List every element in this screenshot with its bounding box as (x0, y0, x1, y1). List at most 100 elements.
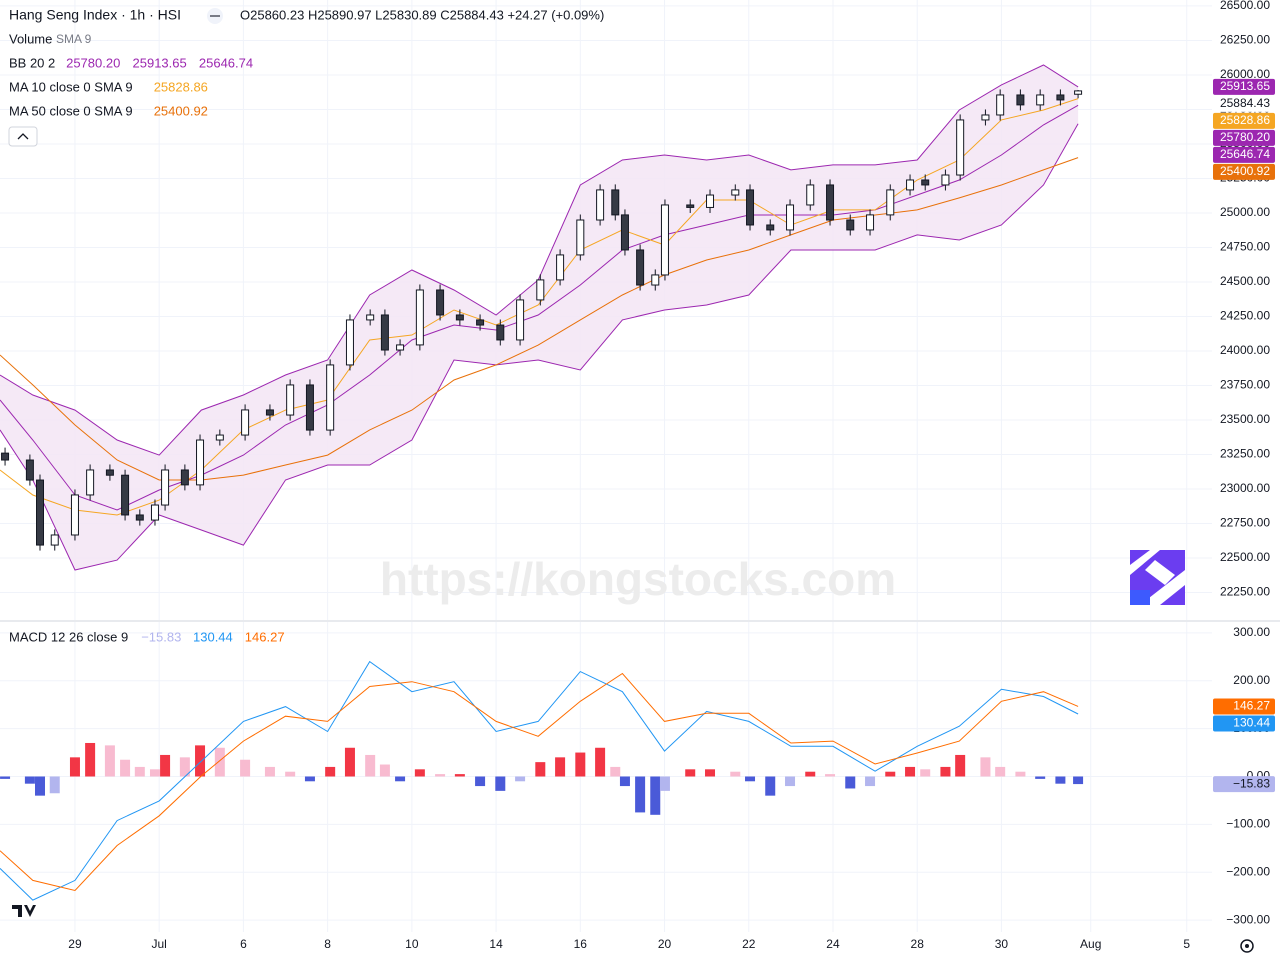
price-tag-bg (1213, 146, 1275, 163)
candle-body (611, 189, 620, 216)
histogram-bar (595, 747, 606, 777)
candle-body (436, 289, 445, 316)
candle-body (706, 194, 715, 208)
candle-body (941, 174, 950, 186)
candle-body (866, 214, 875, 231)
histogram-bar (1035, 776, 1046, 779)
macd-line (0, 660, 1079, 901)
candle-body (180, 469, 189, 486)
price-tag-bg (1213, 78, 1275, 95)
tv-logo[interactable] (10, 903, 38, 919)
visibility-toggle[interactable] (207, 8, 223, 24)
histogram-bar (955, 754, 966, 777)
candle-body (1016, 94, 1025, 106)
price-tag-label: 25646.74 (1220, 147, 1270, 161)
candle-body (651, 274, 660, 286)
legend: Hang Seng Index · 1h · HSI O25860.23 H25… (9, 7, 604, 645)
indicator-line (0, 123, 1079, 571)
candle-body (786, 204, 795, 231)
histogram-bar (650, 776, 661, 815)
collapse-button[interactable] (8, 126, 38, 147)
price-tag: 25646.74 (1213, 146, 1275, 163)
histogram-bar (785, 776, 796, 787)
candle-body (265, 409, 274, 416)
candle-body (150, 504, 159, 521)
price-tag-label: 25828.86 (1220, 113, 1270, 127)
price-tag-label: 25780.20 (1220, 130, 1270, 144)
candle-body (121, 474, 130, 516)
candle-body (1036, 94, 1045, 106)
candle-body (241, 409, 250, 436)
indicator-value: 25400.92 (154, 103, 208, 118)
histogram-bar (495, 776, 506, 791)
histogram-bar (344, 747, 355, 777)
histogram-bar (414, 769, 425, 777)
settings-button[interactable] (1240, 939, 1254, 953)
histogram-bar (1073, 776, 1084, 785)
histogram-bar (865, 776, 876, 787)
y-tick-label: 24500.00 (1220, 274, 1270, 288)
histogram-bar (920, 769, 931, 777)
histogram-bar (515, 776, 526, 782)
y-tick-label: −200.00 (1226, 864, 1270, 878)
histogram-bar (845, 776, 856, 789)
histogram-bar (765, 776, 776, 796)
x-tick-label: 30 (995, 937, 1009, 951)
histogram-bar (69, 757, 80, 777)
y-tick-label: 200.00 (1233, 673, 1270, 687)
watermark: https://kongstocks.com (380, 553, 896, 605)
price-tag: 25400.92 (1213, 163, 1275, 180)
tags: 25913.65 25884.43 25828.86 25780.20 25646.74… (1213, 78, 1275, 793)
candle-body (455, 314, 464, 321)
x-tick-label: 8 (324, 937, 331, 951)
histogram-bar (535, 762, 546, 777)
y-tick-label: 23500.00 (1220, 412, 1270, 426)
candle-body (36, 479, 45, 546)
histogram-bar (395, 776, 406, 782)
y-tick-label: 25000.00 (1220, 205, 1270, 219)
candle-body (576, 219, 585, 256)
histogram-bar (575, 752, 586, 777)
candle-body (660, 204, 669, 276)
x-tick-label: 16 (574, 937, 588, 951)
histogram-bar (435, 774, 446, 777)
price-tag: 146.27 (1213, 698, 1275, 715)
x-tick-label: 28 (911, 937, 925, 951)
candle-body (1, 452, 10, 461)
y-tick-label: −100.00 (1226, 817, 1270, 831)
indicator-name: MA 10 close 0 SMA 9 (9, 79, 133, 94)
candle-body (956, 119, 965, 176)
x-tick-label: 22 (742, 937, 756, 951)
histogram-bar (104, 745, 115, 777)
y-tick-label: 26000.00 (1220, 67, 1270, 81)
x-tick-label: 5 (1183, 937, 1190, 951)
candle-body (415, 289, 424, 346)
indicator-value: 25780.20 (66, 55, 120, 70)
indicator-name: BB 20 2 (9, 55, 55, 70)
candle-body (396, 344, 405, 351)
histogram-bar (49, 776, 60, 794)
histogram-bar (240, 759, 251, 777)
histogram-bar (995, 766, 1006, 777)
candle-body (50, 534, 59, 546)
symbol-title: Hang Seng Index · 1h · HSI (9, 7, 181, 23)
volume-setting: SMA 9 (56, 32, 92, 46)
candle-body (996, 94, 1005, 116)
volume-legend: Volume (9, 31, 52, 46)
histogram-bar (619, 776, 630, 787)
price-tag-label: 130.44 (1233, 716, 1270, 730)
indicator-line (0, 98, 1079, 516)
y-tick-label: 22500.00 (1220, 550, 1270, 564)
y-tick-label: −300.00 (1226, 912, 1270, 926)
candle-body (731, 189, 740, 196)
candle-body (326, 364, 335, 431)
histogram-bar (325, 766, 336, 777)
candle-body (496, 324, 505, 341)
price-tag-label: 25913.65 (1220, 79, 1270, 93)
candle-body (380, 314, 389, 351)
histogram-bar (0, 776, 11, 779)
candle-body (516, 299, 525, 341)
candle-body (846, 219, 855, 231)
candle-body (981, 114, 990, 121)
